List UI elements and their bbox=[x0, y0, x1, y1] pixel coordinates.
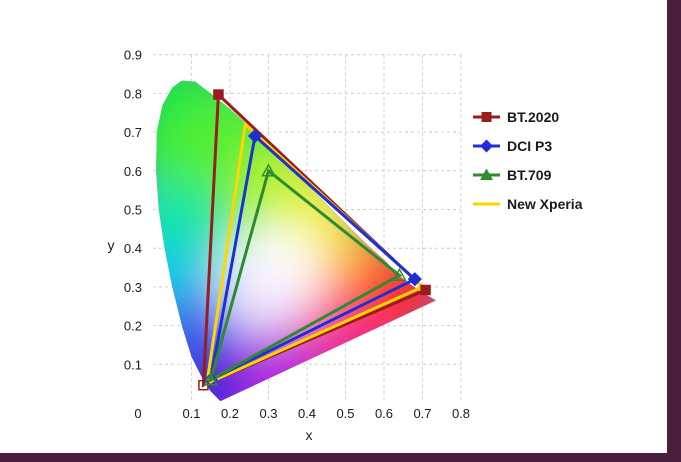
gamut-triangles bbox=[198, 89, 431, 391]
legend-marker-triangle bbox=[480, 168, 493, 180]
legend-label: BT.2020 bbox=[507, 109, 559, 125]
gamut-dci-p3 bbox=[208, 133, 418, 383]
gamut-chart: 0 0.1 0.2 0.3 0.4 0.5 0.6 0.7 0.8 0.10.20.30.40.… bbox=[108, 48, 583, 443]
x-tick-label: 0.2 bbox=[221, 406, 239, 421]
gamut-bt-709 bbox=[208, 168, 403, 383]
marker-bt-2020 bbox=[420, 284, 431, 296]
x-tick-label: 0.3 bbox=[259, 406, 277, 421]
legend-marker-diamond bbox=[480, 139, 493, 153]
legend-item-dci-p3: DCI P3 bbox=[473, 138, 552, 154]
legend-label: BT.709 bbox=[507, 167, 552, 183]
y-tick-label: 0.8 bbox=[124, 86, 142, 101]
marker-bt-709 bbox=[392, 267, 407, 282]
frame-border-right bbox=[667, 0, 681, 462]
gamut-bt-2020 bbox=[201, 91, 429, 388]
y-axis-label: y bbox=[108, 237, 115, 253]
legend: BT.2020 DCI P3 BT.709 New Xperia bbox=[473, 109, 583, 212]
y-tick-label: 0.5 bbox=[124, 203, 142, 218]
legend-item-bt-709: BT.709 bbox=[473, 167, 552, 183]
chromaticity-locus bbox=[156, 80, 436, 402]
y-tick-label: 0.6 bbox=[124, 164, 142, 179]
y-tick-label: 0.7 bbox=[124, 125, 142, 140]
x-tick-label: 0.4 bbox=[298, 406, 316, 421]
y-tick-label: 0.3 bbox=[124, 280, 142, 295]
legend-item-bt-2020: BT.2020 bbox=[473, 109, 559, 125]
marker-dci-p3 bbox=[247, 128, 263, 144]
x-tick-label: 0.6 bbox=[375, 406, 393, 421]
x-tick-label: 0.1 bbox=[182, 406, 200, 421]
marker-bt-2020 bbox=[213, 89, 224, 100]
x-tick-label: 0.7 bbox=[413, 406, 431, 421]
x-tick-label: 0.5 bbox=[336, 406, 354, 421]
y-tick-labels: 0.1 0.2 0.3 0.4 0.5 0.6 0.7 0.8 0.9 bbox=[124, 48, 142, 373]
legend-item-new-xperia: New Xperia bbox=[473, 196, 583, 212]
marker-bt-709 bbox=[261, 163, 276, 177]
legend-marker-square bbox=[481, 112, 492, 122]
legend-label: New Xperia bbox=[507, 196, 583, 212]
y-tick-label: 0.4 bbox=[124, 241, 142, 256]
y-tick-label: 0.2 bbox=[124, 319, 142, 334]
y-tick-label: 0.9 bbox=[124, 48, 142, 63]
x-tick-label: 0 bbox=[134, 406, 141, 421]
marker-dci-p3 bbox=[203, 372, 218, 387]
x-axis-label: x bbox=[306, 427, 313, 443]
frame-border-bottom bbox=[0, 453, 681, 462]
marker-bt-709 bbox=[203, 372, 219, 386]
legend-label: DCI P3 bbox=[507, 138, 552, 154]
x-tick-labels: 0 0.1 0.2 0.3 0.4 0.5 0.6 0.7 0.8 bbox=[134, 406, 470, 421]
marker-dci-p3 bbox=[407, 272, 422, 287]
y-tick-label: 0.1 bbox=[124, 357, 142, 372]
x-tick-label: 0.8 bbox=[452, 406, 470, 421]
